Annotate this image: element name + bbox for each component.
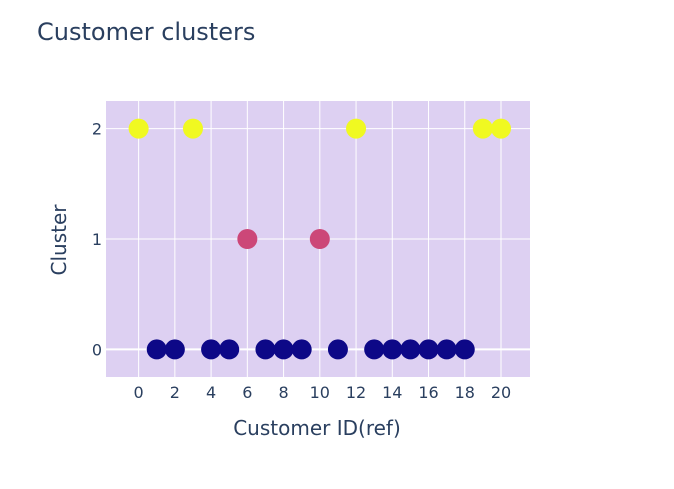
scatter-point xyxy=(219,339,240,360)
scatter-point xyxy=(454,339,475,360)
chart-title: Customer clusters xyxy=(37,18,255,46)
scatter-point xyxy=(128,118,149,139)
x-axis-ticks: 0 2 4 6 8 10 12 14 16 18 20 xyxy=(134,383,512,402)
scatter-point xyxy=(364,339,385,360)
y-tick-label: 0 xyxy=(92,340,102,359)
scatter-point xyxy=(400,339,421,360)
x-tick-label: 16 xyxy=(418,383,438,402)
scatter-point xyxy=(327,339,348,360)
scatter-point xyxy=(436,339,457,360)
scatter-point xyxy=(201,339,222,360)
scatter-point xyxy=(255,339,276,360)
x-tick-label: 4 xyxy=(206,383,216,402)
y-tick-label: 2 xyxy=(92,120,102,139)
scatter-point xyxy=(237,229,258,249)
x-tick-label: 20 xyxy=(491,383,511,402)
scatter-point xyxy=(182,118,203,139)
x-tick-label: 14 xyxy=(382,383,402,402)
grid xyxy=(106,101,530,377)
scatter-point xyxy=(273,339,294,360)
scatter-point xyxy=(164,339,185,360)
scatter-point xyxy=(146,339,167,360)
x-tick-label: 8 xyxy=(278,383,288,402)
x-axis-title: Customer ID(ref) xyxy=(233,416,401,440)
scatter-point xyxy=(309,229,330,249)
scatter-point xyxy=(382,339,403,360)
x-tick-label: 2 xyxy=(170,383,180,402)
scatter-point xyxy=(418,339,439,360)
data-points xyxy=(128,118,512,360)
y-axis-ticks: 0 1 2 xyxy=(92,120,102,360)
x-tick-label: 6 xyxy=(242,383,252,402)
scatter-point xyxy=(472,118,493,139)
x-tick-label: 12 xyxy=(346,383,366,402)
scatter-point xyxy=(291,339,312,360)
x-tick-label: 0 xyxy=(134,383,144,402)
scatter-point xyxy=(491,118,512,139)
x-tick-label: 10 xyxy=(310,383,330,402)
scatter-point xyxy=(346,118,367,139)
x-tick-label: 18 xyxy=(455,383,475,402)
y-tick-label: 1 xyxy=(92,230,102,249)
y-axis-title: Cluster xyxy=(47,204,71,276)
